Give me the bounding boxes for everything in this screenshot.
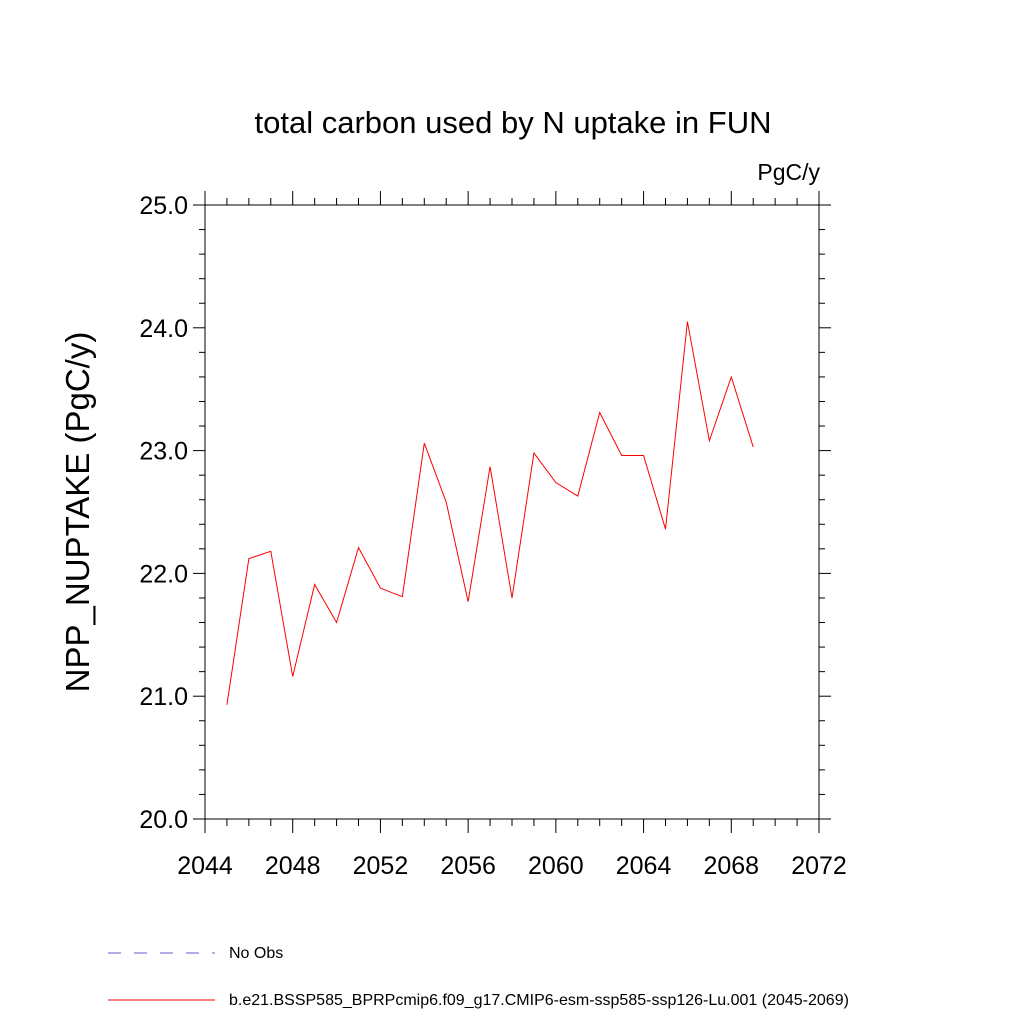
series-lines: [226, 321, 754, 705]
x-tick-label: 2052: [353, 852, 409, 880]
legend-label-no-obs: No Obs: [229, 945, 283, 962]
x-tick-label: 2064: [616, 852, 672, 880]
y-axis-tick-labels: 20.0 21.0 22.0 23.0 24.0 25.0: [139, 192, 188, 834]
y-tick-label: 25.0: [139, 192, 188, 220]
x-tick-label: 2048: [265, 852, 321, 880]
y-tick-label: 24.0: [139, 315, 188, 343]
legend: No Obs b.e21.BSSP585_BPRPcmip6.f09_g17.C…: [108, 945, 849, 1009]
y-axis-label: NPP_NUPTAKE (PgC/y): [59, 332, 96, 693]
x-tick-label: 2068: [703, 852, 759, 880]
series-line-1: [226, 321, 754, 705]
x-axis-ticks: [204, 191, 820, 833]
y-tick-label: 21.0: [139, 683, 188, 711]
y-tick-label: 22.0: [139, 560, 188, 588]
units-label: PgC/y: [757, 159, 820, 185]
x-tick-label: 2060: [528, 852, 584, 880]
y-tick-label: 23.0: [139, 438, 188, 466]
x-tick-label: 2072: [791, 852, 847, 880]
x-tick-label: 2044: [177, 852, 233, 880]
x-tick-label: 2056: [440, 852, 496, 880]
y-tick-label: 20.0: [139, 806, 188, 834]
plot-frame: [204, 204, 820, 820]
chart-title: total carbon used by N uptake in FUN: [255, 105, 772, 140]
y-axis-ticks: [193, 204, 831, 820]
legend-label-model-run: b.e21.BSSP585_BPRPcmip6.f09_g17.CMIP6-es…: [229, 992, 849, 1009]
x-axis-tick-labels: 2044 2048 2052 2056 2060 2064 2068 2072: [177, 852, 847, 880]
